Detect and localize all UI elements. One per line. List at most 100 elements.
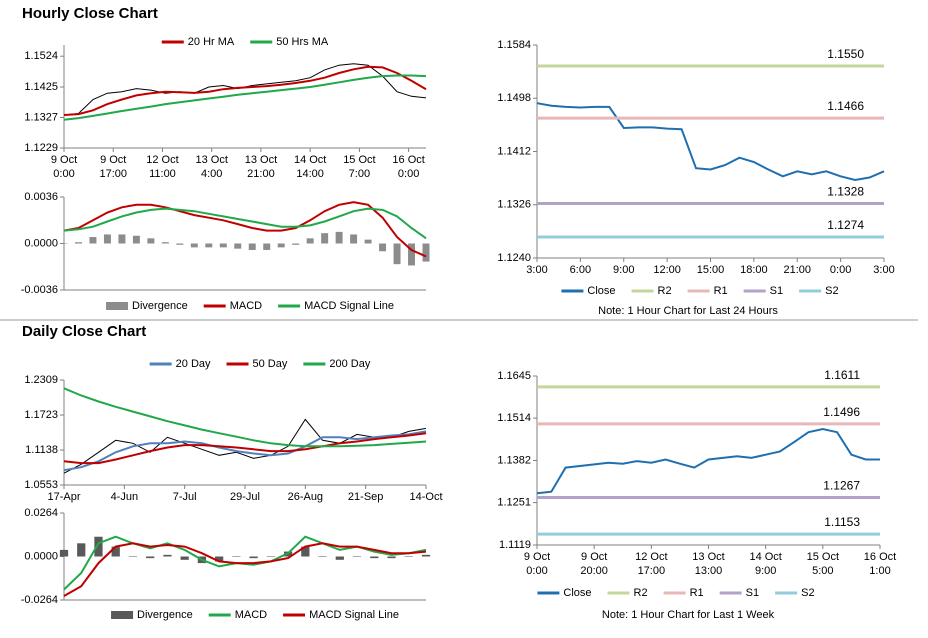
legend-label: R2	[634, 587, 648, 599]
divergence-bar	[249, 556, 258, 559]
x-tick-label: 29-Jul	[230, 491, 260, 503]
divergence-bar	[379, 243, 387, 252]
y-tick-label: 1.1229	[24, 142, 58, 154]
legend: 20 Day 50 Day 200 Day	[149, 358, 371, 370]
series-line	[63, 387, 427, 448]
legend-label: S2	[825, 285, 838, 297]
divergence-bar	[132, 235, 140, 244]
legend-label: R1	[690, 587, 704, 599]
x-tick-label: 0:00	[830, 264, 851, 276]
legend-label: MACD	[230, 300, 262, 312]
divergence-bar	[59, 549, 69, 557]
series-line	[536, 427, 880, 495]
x-tick-label-line: 9 Oct	[524, 551, 550, 563]
x-tick-label: 6:00	[570, 264, 591, 276]
x-tick-label: 9 Oct 0:00	[524, 551, 550, 577]
series-line	[63, 74, 427, 121]
divergence-bar	[408, 243, 416, 266]
x-tick-label-line: 14 Oct	[294, 154, 326, 166]
y-tick-label: 1.1119	[499, 539, 531, 551]
y-tick-label: 1.1251	[497, 496, 531, 508]
divergence-bar	[318, 556, 327, 557]
divergence-bar	[263, 243, 271, 250]
x-tick-label-line: 11:00	[149, 168, 176, 180]
legend-label: Close	[563, 587, 591, 599]
price-line	[63, 63, 427, 116]
pivot-level-label: 1.1153	[824, 515, 860, 529]
x-tick-label-line: 9 Oct	[100, 154, 126, 166]
pivot-level-label: 1.1466	[827, 99, 864, 113]
x-tick-label: 15:00	[697, 264, 725, 276]
divergence-bar	[292, 243, 300, 245]
divergence-bar	[89, 237, 97, 244]
x-tick-label: 13 Oct 21:00	[245, 154, 277, 180]
chart: -0.0036 0.0000 0.0036 Divergence MACD MACD Si…	[21, 191, 430, 312]
legend-label: Divergence	[132, 300, 188, 312]
divergence-bar	[234, 243, 242, 249]
x-tick-label: 3:00	[873, 264, 894, 276]
y-tick-label: 1.1425	[24, 81, 58, 93]
x-tick-label-line: 21:00	[247, 168, 275, 180]
chart: -0.0264 0.0000 0.0264 Divergence MACD MACD Si…	[21, 507, 431, 621]
divergence-bar	[421, 554, 431, 557]
divergence-bar	[111, 546, 120, 557]
x-tick-label-line: 16 Oct	[392, 154, 424, 166]
divergence-bar	[176, 243, 184, 245]
x-tick-label: 9 Oct 0:00	[51, 154, 77, 180]
x-tick-label: 18:00	[740, 264, 768, 276]
y-tick-label: 1.1240	[497, 252, 531, 264]
x-tick-label: 21-Sep	[348, 491, 383, 503]
divergence-bar	[404, 556, 413, 557]
divergence-bar	[118, 234, 126, 244]
pivot-level-label: 1.1274	[827, 218, 864, 232]
legend: Divergence MACD MACD Signal Line	[111, 609, 399, 621]
x-tick-label: 9:00	[613, 264, 634, 276]
x-tick-label: 3:00	[526, 264, 547, 276]
pivot-level-label: 1.1328	[827, 185, 864, 199]
divergence-bar	[321, 233, 329, 244]
y-tick-label: 1.0553	[24, 479, 58, 491]
x-tick-label: 14 Oct 14:00	[294, 154, 326, 180]
x-tick-label: 13 Oct 13:00	[692, 551, 724, 577]
x-tick-label: 14-Oct	[409, 491, 442, 503]
x-tick-label: 13 Oct 4:00	[195, 154, 227, 180]
series-line	[63, 432, 427, 465]
x-tick-label: 14 Oct 9:00	[749, 551, 781, 577]
x-tick-label: 12:00	[653, 264, 681, 276]
section-title: Hourly Close Chart	[22, 5, 158, 22]
x-tick-label: 16 Oct 1:00	[864, 551, 896, 577]
x-tick-label: 12 Oct 11:00	[146, 154, 178, 180]
divergence-bar	[180, 556, 189, 560]
divergence-bar	[248, 243, 256, 250]
divergence-bar	[146, 556, 155, 559]
x-tick-label-line: 1:00	[869, 565, 890, 577]
x-tick-label-line: 15 Oct	[343, 154, 375, 166]
x-tick-label-line: 9 Oct	[581, 551, 607, 563]
legend-label: 50 Day	[253, 358, 288, 370]
divergence-bar	[163, 554, 172, 557]
x-tick-label-line: 13 Oct	[195, 154, 227, 166]
x-tick-label: 9 Oct 20:00	[580, 551, 608, 577]
pivot-level-label: 1.1267	[823, 479, 860, 493]
y-tick-label: 1.1327	[24, 111, 58, 123]
divergence-bar	[232, 556, 241, 557]
x-tick-label-line: 12 Oct	[146, 154, 178, 166]
divergence-bar	[335, 556, 344, 560]
series-line	[63, 542, 427, 597]
divergence-bar	[219, 243, 227, 248]
divergence-bar	[393, 243, 401, 265]
price-line	[63, 418, 427, 474]
x-tick-label: 15 Oct 7:00	[343, 154, 375, 180]
legend-label: 20 Hr MA	[188, 36, 235, 48]
x-tick-label-line: 7:00	[349, 168, 370, 180]
legend-label: R2	[658, 285, 672, 297]
y-tick-label: 1.1138	[25, 444, 58, 456]
divergence-bar	[147, 238, 155, 244]
legend-label: 20 Day	[176, 358, 211, 370]
series-line	[63, 65, 427, 116]
divergence-bar	[266, 556, 275, 557]
divergence-bar	[190, 243, 198, 248]
divergence-bar	[422, 243, 430, 262]
